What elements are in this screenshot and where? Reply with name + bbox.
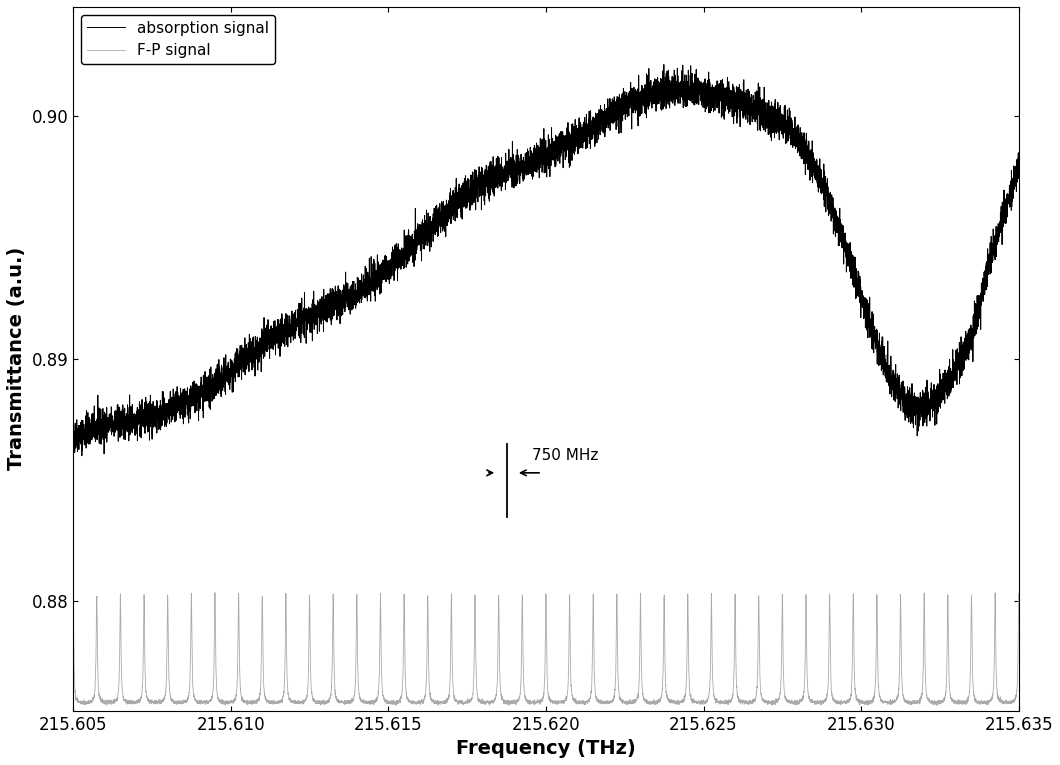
absorption signal [626,94,639,103]
Text: 750 MHz: 750 MHz [532,448,598,463]
F-P signal [668,698,681,708]
Line: absorption signal: absorption signal [73,64,1019,456]
F-P signal [767,699,780,708]
absorption signal [657,60,670,69]
absorption signal [1012,148,1025,158]
absorption signal [114,418,127,427]
F-P signal [818,697,831,706]
F-P signal [114,601,127,610]
absorption signal [67,428,80,438]
absorption signal [668,77,681,86]
F-P signal [209,588,222,597]
Y-axis label: Transmittance (a.u.): Transmittance (a.u.) [7,247,25,470]
Legend: absorption signal, F-P signal: absorption signal, F-P signal [81,15,276,64]
F-P signal [931,701,943,710]
absorption signal [768,112,781,122]
F-P signal [1012,589,1025,598]
F-P signal [626,698,639,707]
absorption signal [818,198,831,207]
Line: F-P signal: F-P signal [73,593,1019,705]
absorption signal [409,223,422,232]
X-axis label: Frequency (THz): Frequency (THz) [456,739,636,758]
F-P signal [67,590,80,599]
absorption signal [75,451,88,461]
F-P signal [409,698,422,708]
